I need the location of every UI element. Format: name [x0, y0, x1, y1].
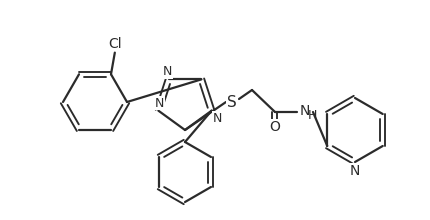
- Text: S: S: [227, 95, 237, 110]
- Text: H: H: [307, 108, 316, 121]
- Text: N: N: [163, 65, 172, 78]
- Text: N: N: [349, 164, 359, 178]
- Text: N: N: [154, 97, 164, 110]
- Text: Cl: Cl: [108, 37, 121, 51]
- Text: N: N: [299, 104, 310, 118]
- Text: N: N: [212, 112, 221, 125]
- Text: O: O: [269, 120, 280, 134]
